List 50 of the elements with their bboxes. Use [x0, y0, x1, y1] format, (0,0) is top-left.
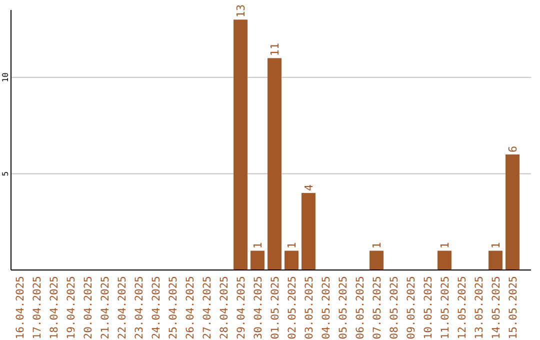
x-tick-label: 29.04.2025 — [236, 276, 248, 340]
x-tick-label: 23.04.2025 — [134, 276, 146, 340]
data-label: 4 — [302, 184, 316, 191]
x-tick-label: 22.04.2025 — [116, 276, 128, 340]
x-tick-label: 05.05.2025 — [338, 276, 350, 340]
bar — [284, 250, 298, 270]
x-tick-label: 26.04.2025 — [184, 276, 196, 340]
bar — [268, 58, 282, 270]
data-label: 1 — [286, 242, 298, 249]
bar — [250, 250, 264, 270]
x-tick-label: 11.05.2025 — [440, 276, 452, 340]
x-tick-label: 21.04.2025 — [100, 276, 112, 340]
x-tick-label: 07.05.2025 — [372, 276, 384, 340]
bar — [302, 192, 316, 270]
data-label: 1 — [490, 242, 502, 249]
x-tick-label: 28.04.2025 — [218, 276, 230, 340]
x-tick-label: 06.05.2025 — [354, 276, 366, 340]
data-label: 1 — [438, 242, 452, 249]
data-label: 1 — [370, 242, 384, 249]
bar — [438, 250, 452, 270]
x-tick-label: 30.04.2025 — [252, 276, 264, 340]
x-tick-label: 16.04.2025 — [14, 276, 26, 340]
y-tick-label: 5 — [1, 171, 10, 176]
x-tick-label: 19.04.2025 — [66, 276, 78, 340]
bar — [234, 20, 248, 270]
data-label: 1 — [252, 242, 264, 249]
bar — [488, 250, 502, 270]
x-tick-label: 15.05.2025 — [508, 276, 520, 340]
x-tick-label: 02.05.2025 — [286, 276, 298, 340]
data-label: 6 — [506, 146, 520, 152]
x-tick-label: 24.04.2025 — [150, 276, 162, 340]
x-tick-label: 09.05.2025 — [406, 276, 418, 340]
x-tick-label: 10.05.2025 — [422, 276, 434, 340]
data-label: 13 — [234, 4, 248, 18]
data-label: 11 — [268, 42, 282, 56]
x-tick-label: 01.05.2025 — [270, 276, 282, 340]
x-tick-label: 20.04.2025 — [82, 276, 94, 340]
x-tick-label: 27.04.2025 — [202, 276, 214, 340]
x-tick-label: 17.04.2025 — [32, 276, 44, 340]
x-tick-label: 08.05.2025 — [388, 276, 400, 340]
x-tick-label: 14.05.2025 — [490, 276, 502, 340]
x-tick-label: 12.05.2025 — [456, 276, 468, 340]
x-tick-label: 13.05.2025 — [474, 276, 486, 340]
bar — [370, 250, 384, 270]
y-tick-label: 10 — [1, 72, 10, 82]
x-tick-label: 25.04.2025 — [168, 276, 180, 340]
bar — [506, 154, 520, 270]
x-tick-label: 18.04.2025 — [48, 276, 60, 340]
x-tick-label: 03.05.2025 — [304, 276, 316, 340]
x-tick-label: 04.05.2025 — [320, 276, 332, 340]
